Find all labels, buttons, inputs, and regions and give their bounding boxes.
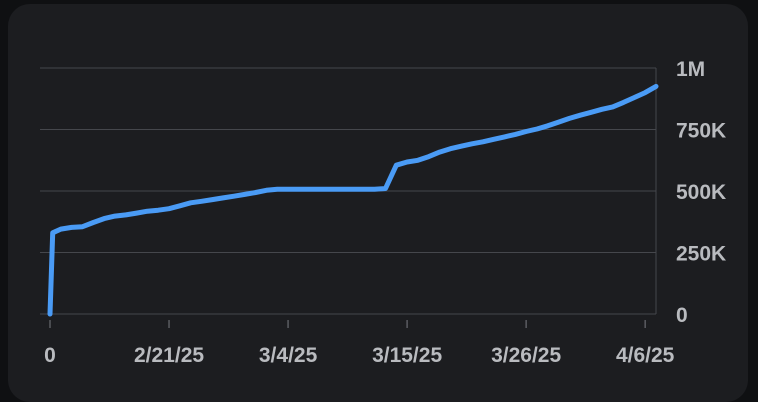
data-point bbox=[589, 110, 594, 115]
data-point bbox=[264, 188, 269, 193]
data-point bbox=[426, 154, 431, 159]
data-point bbox=[437, 150, 442, 155]
data-point bbox=[535, 127, 540, 132]
data-point bbox=[275, 187, 280, 192]
data-point bbox=[296, 187, 301, 192]
data-point bbox=[654, 84, 659, 89]
data-point bbox=[361, 187, 366, 192]
data-point bbox=[177, 203, 182, 208]
data-point bbox=[221, 195, 226, 200]
data-point bbox=[199, 199, 204, 204]
data-point bbox=[372, 187, 377, 192]
y-tick-label: 0 bbox=[676, 304, 688, 327]
data-point bbox=[599, 107, 604, 112]
x-tick-label: 3/26/25 bbox=[491, 344, 561, 367]
data-point bbox=[112, 214, 117, 219]
data-point bbox=[232, 194, 237, 199]
y-tick-label: 250K bbox=[676, 243, 726, 266]
data-point bbox=[415, 158, 420, 163]
series-line bbox=[47, 83, 659, 317]
data-point bbox=[123, 212, 128, 217]
data-point bbox=[242, 192, 247, 197]
x-axis-ticks: 0 2/21/25 3/4/25 3/15/25 3/26/25 4/6/25 bbox=[44, 320, 675, 367]
y-tick-label: 500K bbox=[676, 181, 726, 204]
data-point bbox=[134, 211, 139, 216]
data-point bbox=[405, 160, 410, 165]
y-axis-ticks: 0 250K 500K 750K 1M bbox=[676, 58, 726, 327]
data-point bbox=[632, 95, 637, 100]
data-point bbox=[513, 132, 518, 137]
data-point bbox=[329, 187, 334, 192]
chart-card bbox=[8, 4, 748, 402]
data-point bbox=[210, 197, 215, 202]
data-point bbox=[69, 225, 74, 230]
data-point bbox=[286, 187, 291, 192]
data-point bbox=[307, 187, 312, 192]
data-point bbox=[351, 187, 356, 192]
x-tick-label: 2/21/25 bbox=[134, 344, 204, 367]
data-point bbox=[459, 144, 464, 149]
data-point bbox=[340, 187, 345, 192]
data-point bbox=[610, 104, 615, 109]
data-point bbox=[545, 123, 550, 128]
data-point bbox=[48, 312, 53, 317]
data-point bbox=[102, 216, 107, 221]
y-tick-label: 750K bbox=[676, 120, 726, 143]
data-point bbox=[50, 230, 55, 235]
data-point bbox=[480, 139, 485, 144]
y-tick-label: 1M bbox=[676, 58, 705, 81]
data-point bbox=[80, 224, 85, 229]
data-point bbox=[318, 187, 323, 192]
x-tick-label: 4/6/25 bbox=[616, 344, 675, 367]
data-point bbox=[578, 113, 583, 118]
data-point bbox=[643, 90, 648, 95]
data-point bbox=[58, 227, 63, 232]
data-point bbox=[145, 209, 150, 214]
x-tick-label: 3/4/25 bbox=[259, 344, 318, 367]
data-point bbox=[491, 137, 496, 142]
x-tick-label: 3/15/25 bbox=[372, 344, 442, 367]
data-point bbox=[524, 129, 529, 134]
data-point bbox=[253, 190, 258, 195]
series-layer bbox=[47, 83, 659, 317]
data-point bbox=[621, 100, 626, 105]
data-point bbox=[470, 141, 475, 146]
data-point bbox=[556, 120, 561, 125]
data-point bbox=[188, 200, 193, 205]
data-point bbox=[448, 146, 453, 151]
x-tick-label: 0 bbox=[44, 344, 56, 367]
data-point bbox=[91, 220, 96, 225]
data-point bbox=[567, 116, 572, 121]
data-point bbox=[394, 163, 399, 168]
data-point bbox=[502, 134, 507, 139]
data-point bbox=[383, 186, 388, 191]
data-point bbox=[156, 208, 161, 213]
data-point bbox=[167, 206, 172, 211]
